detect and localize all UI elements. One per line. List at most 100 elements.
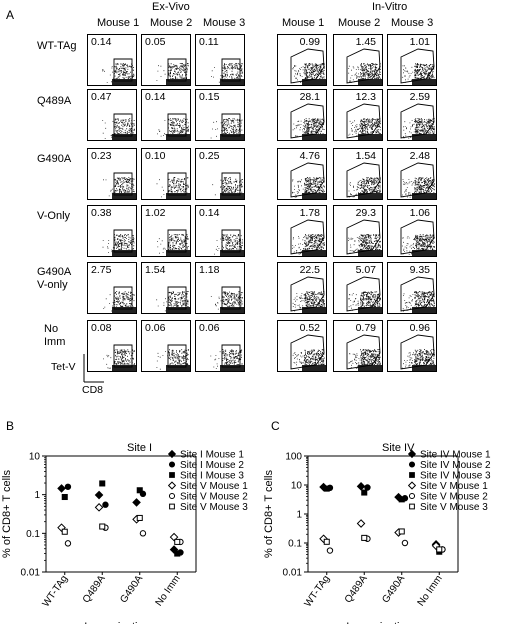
gate bbox=[113, 113, 133, 137]
axis-indicator bbox=[83, 354, 104, 383]
header-exvivo-mouse-2: Mouse 2 bbox=[150, 17, 193, 29]
gate-percent: 0.25 bbox=[199, 150, 220, 162]
gate bbox=[221, 229, 241, 253]
data-point bbox=[356, 519, 366, 528]
gate bbox=[167, 286, 187, 310]
gate-percent: 9.35 bbox=[409, 264, 430, 276]
facs-dots bbox=[210, 113, 244, 140]
data-point bbox=[61, 493, 68, 501]
x-tick-label: G490A bbox=[380, 573, 407, 605]
gate-percent: 12.3 bbox=[355, 91, 376, 103]
gate-percent: 0.23 bbox=[91, 150, 112, 162]
facs-plot: 12.3 bbox=[333, 89, 383, 141]
data-point bbox=[398, 496, 405, 503]
y-tick-label: 0.01 bbox=[283, 568, 303, 579]
x-tick-label: No Imm bbox=[416, 573, 445, 608]
facs-dots bbox=[103, 286, 136, 313]
gate-percent: 0.08 bbox=[91, 322, 112, 334]
cd8-axis-label: CD8 bbox=[82, 384, 104, 396]
legend-entry: Site V Mouse 2 bbox=[180, 492, 248, 503]
facs-plot: 0.15 bbox=[195, 89, 245, 141]
facs-dots bbox=[157, 113, 190, 140]
tet-v-axis-label: Tet-V bbox=[51, 361, 76, 373]
panel-b-label: B bbox=[6, 419, 15, 433]
legend-entry: Site IV Mouse 1 bbox=[420, 450, 491, 461]
gate bbox=[400, 334, 435, 370]
legend-marker bbox=[409, 503, 415, 510]
x-tick-label: Q489A bbox=[343, 573, 370, 605]
header-invitro-mouse-2: Mouse 2 bbox=[338, 17, 381, 29]
gate bbox=[400, 103, 435, 139]
facs-dots bbox=[103, 344, 136, 371]
facs-dots bbox=[214, 229, 244, 256]
data-point bbox=[436, 546, 443, 553]
data-point bbox=[94, 503, 104, 512]
facs-plot: 0.96 bbox=[387, 320, 437, 372]
data-point bbox=[102, 501, 109, 508]
facs-plot: 1.18 bbox=[195, 262, 245, 314]
facs-dots bbox=[290, 219, 326, 256]
gate-percent: 5.07 bbox=[355, 264, 376, 276]
legend-marker bbox=[168, 492, 176, 500]
facs-dots bbox=[102, 113, 136, 140]
facs-plot: 1.45 bbox=[333, 34, 383, 86]
facs-plot: 28.1 bbox=[277, 89, 327, 141]
row-label-wt-tag: WT-TAg bbox=[37, 40, 77, 52]
gate-percent: 0.15 bbox=[199, 91, 220, 103]
facs-plot: 1.06 bbox=[387, 205, 437, 257]
facs-plot: 0.08 bbox=[87, 320, 137, 372]
y-tick-label: 0.1 bbox=[26, 529, 40, 540]
gate-percent: 0.10 bbox=[145, 150, 166, 162]
legend-entry: Site V Mouse 2 bbox=[420, 492, 488, 503]
legend-entry: Site I Mouse 2 bbox=[180, 460, 244, 471]
legend-marker bbox=[408, 492, 416, 500]
gate bbox=[400, 48, 435, 84]
facs-plot: 22.5 bbox=[277, 262, 327, 314]
gate bbox=[113, 172, 133, 196]
gate bbox=[221, 172, 241, 196]
y-axis-label: % of CD8+ T cells bbox=[1, 470, 13, 558]
gate-percent: 0.38 bbox=[91, 207, 112, 219]
y-tick-label: 0.1 bbox=[288, 539, 302, 550]
facs-plot: 1.78 bbox=[277, 205, 327, 257]
data-point bbox=[398, 528, 405, 535]
facs-plot: 2.59 bbox=[387, 89, 437, 141]
data-point bbox=[356, 482, 366, 491]
gate-percent: 1.54 bbox=[145, 264, 166, 276]
y-tick-label: 1 bbox=[34, 490, 40, 501]
gate bbox=[400, 219, 435, 255]
data-point bbox=[99, 523, 106, 530]
gate bbox=[113, 58, 133, 82]
data-point bbox=[136, 514, 143, 521]
x-tick-label: Q489A bbox=[81, 573, 108, 605]
gate bbox=[221, 344, 241, 368]
gate bbox=[400, 162, 435, 198]
data-point bbox=[64, 483, 72, 490]
data-point bbox=[99, 480, 106, 487]
chart-title: Site IV bbox=[382, 442, 415, 454]
facs-dots bbox=[346, 103, 382, 140]
chart-site-iv: 0.01 0.1 1 10 100 WT-TAg Q489A G490A No Imm Site … bbox=[263, 442, 491, 624]
data-point bbox=[169, 532, 179, 542]
facs-dots bbox=[346, 162, 382, 199]
gate-percent: 0.06 bbox=[199, 322, 220, 334]
gate-percent: 1.01 bbox=[409, 36, 430, 48]
gate bbox=[221, 113, 241, 137]
legend-entry: Site V Mouse 1 bbox=[180, 481, 248, 492]
facs-dots bbox=[346, 48, 382, 85]
gate-percent: 1.78 bbox=[299, 207, 320, 219]
data-point bbox=[64, 540, 72, 547]
data-point bbox=[364, 484, 371, 491]
facs-plot: 1.54 bbox=[333, 148, 383, 200]
facs-plot: 5.07 bbox=[333, 262, 383, 314]
data-point bbox=[361, 489, 368, 496]
legend-marker bbox=[408, 461, 416, 468]
gate-percent: 4.76 bbox=[299, 150, 320, 162]
facs-dots bbox=[290, 162, 326, 199]
gate-percent: 1.54 bbox=[355, 150, 376, 162]
facs-dots bbox=[290, 276, 326, 313]
header-invitro-mouse-1: Mouse 1 bbox=[282, 17, 325, 29]
y-tick-label: 100 bbox=[285, 452, 302, 463]
facs-dots bbox=[290, 103, 326, 140]
chart-site-i: 0.01 0.1 1 10 WT-TAg Q489A G490A No Imm Site I Im… bbox=[1, 442, 248, 624]
